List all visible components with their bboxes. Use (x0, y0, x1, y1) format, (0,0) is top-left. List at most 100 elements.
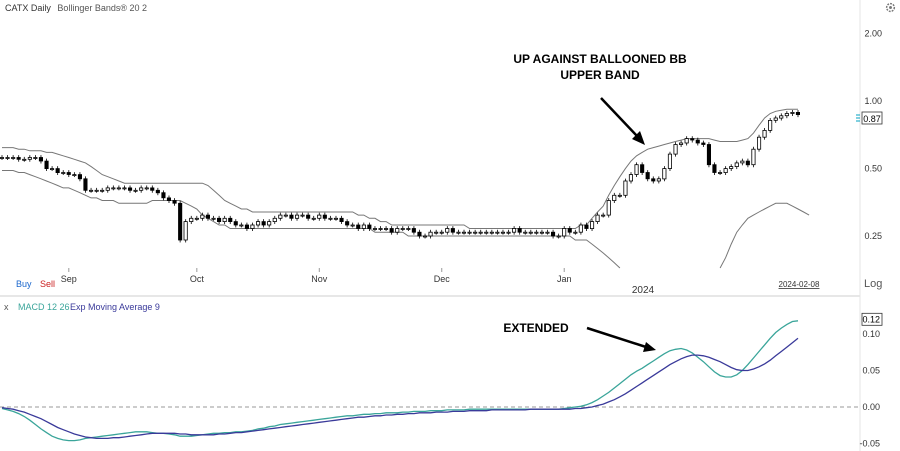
macd-close-button[interactable]: x (4, 302, 9, 312)
candle (200, 212, 205, 221)
macd-axis: 0.12 0.10 0.05 0.00 -0.05 (859, 312, 883, 449)
candle (679, 140, 684, 147)
candle-body (205, 214, 211, 219)
candle-body (16, 157, 21, 160)
candle (77, 172, 83, 182)
sell-button[interactable]: Sell (40, 279, 56, 289)
candle (734, 160, 739, 170)
candle-body (656, 178, 661, 182)
candle-body (194, 217, 199, 220)
candle (194, 215, 199, 221)
candle-body (339, 217, 344, 223)
candle-body (768, 120, 773, 131)
candle-body (216, 217, 222, 223)
bb-lower-band (2, 170, 810, 269)
candle (38, 155, 43, 164)
candle (5, 155, 10, 160)
candle-body (72, 174, 77, 177)
candle (228, 215, 233, 225)
candle-body (172, 200, 177, 204)
candle-body (473, 231, 478, 234)
candle (584, 222, 589, 231)
candle-body (322, 214, 327, 219)
macd-tick-label: 0.12 (862, 314, 880, 324)
candle-body (239, 224, 244, 227)
candle (333, 215, 338, 221)
candle (512, 226, 517, 235)
candle-body (389, 228, 394, 233)
candle-body (590, 221, 595, 230)
candle (706, 142, 711, 168)
trade-buttons: Buy Sell (16, 279, 55, 289)
candle (718, 170, 723, 175)
candle-body (640, 164, 645, 173)
candle-body (601, 214, 606, 217)
candle (651, 176, 656, 184)
candle (100, 187, 105, 193)
candle-body (383, 228, 389, 230)
candle-body (651, 178, 656, 182)
gear-icon[interactable] (885, 2, 896, 13)
candle-body (0, 157, 4, 159)
candle (751, 146, 756, 168)
candle-body (278, 214, 283, 219)
candle-body (233, 221, 238, 226)
last-price-marker: 0.87 (856, 111, 883, 125)
candle-body (395, 228, 400, 233)
candle (116, 185, 121, 191)
candle-body (11, 157, 16, 159)
date-tick-label: Jan (557, 274, 572, 284)
candle (345, 219, 350, 228)
candle (322, 212, 327, 221)
candle (66, 170, 71, 178)
candle-body (779, 115, 784, 119)
candle-body (729, 166, 734, 169)
candle-body (38, 157, 43, 162)
candle-body (461, 231, 466, 234)
candle (478, 229, 483, 235)
candle (695, 137, 700, 146)
candle (617, 192, 622, 198)
candle (367, 222, 372, 231)
macd-last-value-box (861, 312, 883, 326)
candle (33, 155, 38, 160)
candle-body (467, 231, 472, 234)
candle-body (584, 224, 589, 229)
candle-body (261, 221, 266, 226)
candle-body (439, 231, 444, 234)
log-scale-toggle[interactable]: Log (864, 278, 883, 290)
candle (562, 226, 567, 239)
candle (389, 226, 394, 235)
candle-body (317, 214, 322, 219)
candle (155, 187, 160, 196)
candle-body (595, 214, 600, 223)
macd-lines (1, 320, 799, 442)
candle (411, 226, 416, 235)
candle (773, 115, 778, 123)
candle (745, 158, 750, 168)
macd-tick-label: -0.05 (859, 439, 880, 449)
candle-body (155, 189, 160, 194)
buy-button[interactable]: Buy (16, 279, 32, 289)
candle (795, 110, 800, 118)
candle-body (133, 189, 138, 192)
candle (55, 166, 60, 175)
candle-body (740, 160, 745, 164)
bb-upper-band (2, 108, 798, 229)
candle (428, 229, 433, 239)
candle (422, 233, 428, 239)
candle (111, 185, 116, 191)
candle (445, 226, 450, 235)
candle-body (734, 162, 739, 167)
candle-body (311, 217, 316, 220)
candle-body (44, 160, 49, 170)
candle-body (361, 224, 366, 229)
candle (517, 226, 522, 235)
candle-body (406, 228, 411, 230)
candle-body (706, 144, 711, 166)
candle-body (623, 180, 628, 196)
candle-body (517, 228, 522, 233)
candle (757, 134, 762, 152)
candle (378, 226, 383, 231)
signal-line (1, 337, 799, 440)
